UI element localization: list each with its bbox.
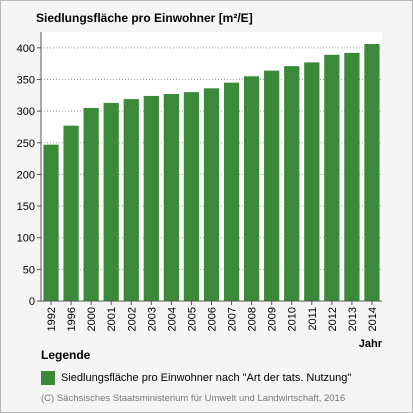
x-tick-label: 2004	[166, 307, 178, 331]
chart-title: Siedlungsfläche pro Einwohner [m²/E]	[36, 11, 253, 25]
bar	[43, 144, 59, 301]
y-tick-label: 200	[17, 169, 35, 181]
bar	[183, 92, 200, 301]
x-tick-label: 2005	[186, 307, 198, 331]
legend-heading: Legende	[41, 348, 91, 362]
bar	[223, 82, 240, 302]
x-tick-label: 1992	[46, 307, 58, 331]
y-tick-label: 300	[17, 106, 35, 118]
legend-entry: Siedlungsfläche pro Einwohner nach "Art …	[41, 370, 351, 386]
bar	[304, 62, 320, 301]
y-tick-label: 400	[17, 43, 35, 55]
x-tick-label: 1996	[66, 307, 78, 331]
x-tick-label: 2009	[267, 307, 279, 331]
bar	[324, 54, 340, 301]
y-tick-label: 0	[29, 296, 35, 308]
y-tick-label: 50	[23, 264, 35, 276]
bar	[344, 52, 360, 302]
x-tick-label: 2000	[86, 307, 98, 331]
bar	[284, 66, 300, 301]
legend-label: Siedlungsfläche pro Einwohner nach "Art …	[61, 372, 352, 384]
bar	[264, 70, 280, 302]
bar	[103, 102, 119, 302]
x-tick-label: 2001	[106, 307, 118, 331]
copyright-note: (C) Sächsisches Staatsministerium für Um…	[41, 393, 346, 404]
x-tick-label: 2006	[207, 307, 219, 331]
bar	[123, 99, 139, 301]
x-tick-label: 2013	[347, 307, 359, 331]
x-tick-label: 2010	[287, 307, 299, 331]
bar	[364, 44, 380, 302]
x-tick-label: 2012	[327, 307, 339, 331]
x-tick-label: 2007	[227, 307, 239, 331]
y-tick-label: 250	[17, 138, 35, 150]
legend-swatch	[41, 371, 55, 385]
y-tick-label: 150	[17, 201, 35, 213]
y-tick-label: 350	[17, 74, 35, 86]
x-tick-label: 2008	[247, 307, 259, 331]
bar	[83, 107, 99, 301]
x-tick-label: 2003	[146, 307, 158, 331]
bar	[243, 76, 260, 302]
x-tick-label: 2014	[367, 307, 379, 331]
y-tick-label: 100	[17, 233, 35, 245]
x-tick-label: 2011	[307, 307, 319, 331]
x-tick-label: 2002	[126, 307, 138, 331]
bar	[203, 88, 220, 302]
x-axis-label: Jahr	[359, 338, 383, 350]
bar	[163, 94, 180, 302]
bar	[63, 125, 79, 301]
bar	[143, 95, 159, 301]
